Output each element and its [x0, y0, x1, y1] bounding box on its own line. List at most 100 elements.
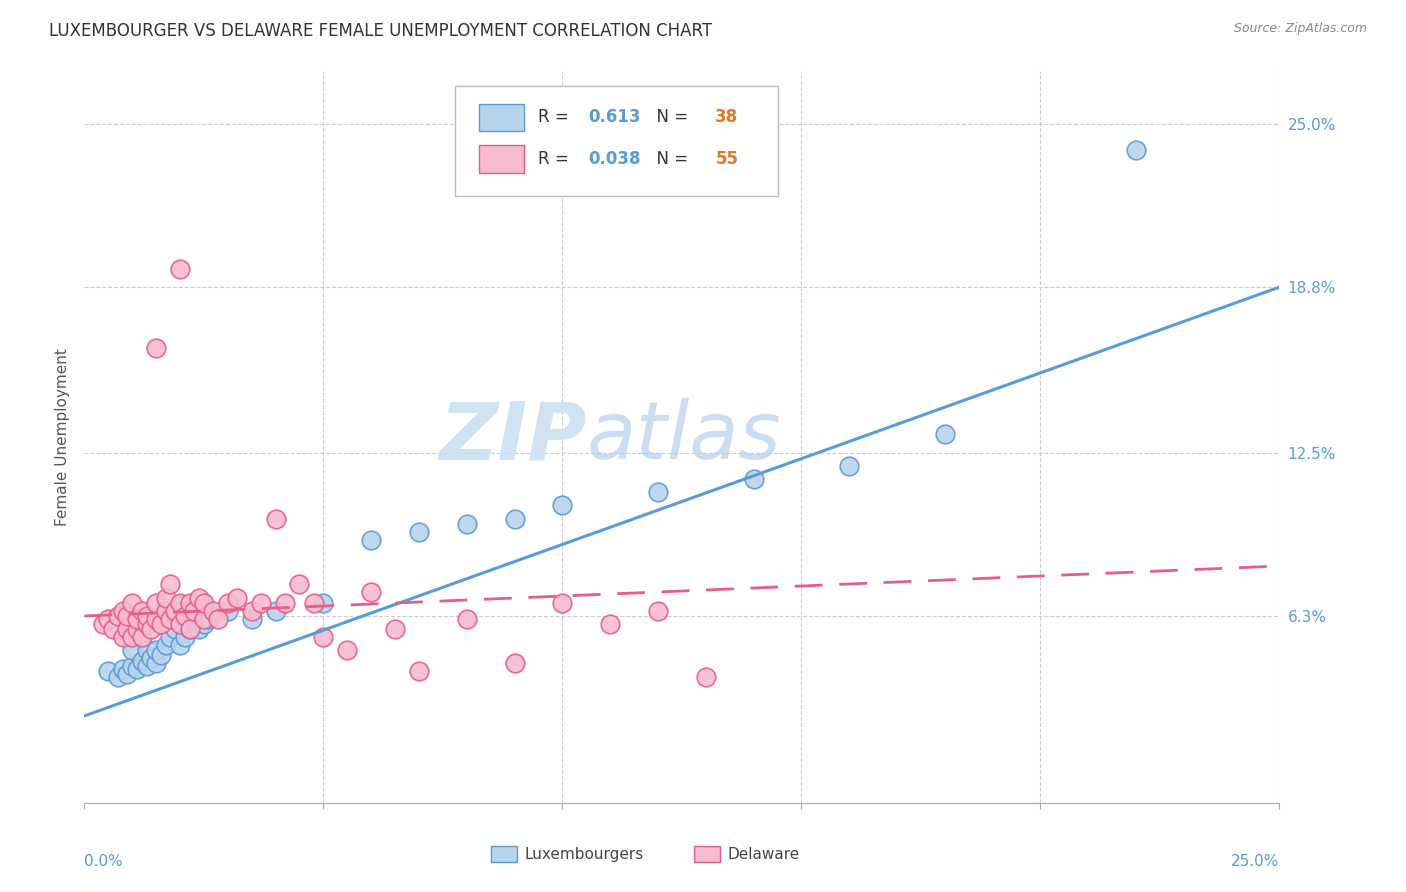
- Point: [193, 612, 215, 626]
- Point: [93, 616, 115, 631]
- Text: 55: 55: [716, 150, 738, 168]
- Point: [141, 651, 163, 665]
- Point: [183, 604, 205, 618]
- Point: [240, 604, 263, 618]
- Point: [302, 596, 325, 610]
- Point: [155, 591, 177, 605]
- Point: [131, 630, 153, 644]
- Point: [145, 643, 167, 657]
- Point: [551, 596, 574, 610]
- Point: [264, 511, 287, 525]
- Point: [145, 657, 167, 671]
- Point: [121, 630, 143, 644]
- Point: [117, 622, 139, 636]
- Text: N =: N =: [647, 150, 693, 168]
- Point: [135, 609, 157, 624]
- Text: atlas: atlas: [586, 398, 782, 476]
- Point: [503, 511, 526, 525]
- FancyBboxPatch shape: [491, 846, 517, 862]
- Point: [695, 669, 717, 683]
- Point: [145, 596, 167, 610]
- Point: [145, 341, 167, 355]
- Point: [838, 458, 860, 473]
- Point: [169, 638, 191, 652]
- Point: [456, 612, 478, 626]
- Point: [111, 662, 134, 676]
- Point: [145, 612, 167, 626]
- Point: [149, 648, 172, 663]
- Point: [159, 630, 181, 644]
- Point: [117, 666, 139, 681]
- Point: [169, 261, 191, 276]
- Point: [503, 657, 526, 671]
- Point: [183, 616, 205, 631]
- Point: [188, 591, 211, 605]
- Point: [121, 659, 143, 673]
- Point: [647, 485, 669, 500]
- Point: [179, 622, 201, 636]
- Y-axis label: Female Unemployment: Female Unemployment: [55, 348, 70, 526]
- Text: Source: ZipAtlas.com: Source: ZipAtlas.com: [1233, 22, 1367, 36]
- Point: [97, 665, 120, 679]
- FancyBboxPatch shape: [479, 103, 524, 131]
- Point: [312, 596, 335, 610]
- Text: N =: N =: [647, 109, 693, 127]
- Point: [121, 643, 143, 657]
- Point: [647, 604, 669, 618]
- Point: [384, 622, 406, 636]
- Point: [125, 612, 148, 626]
- Point: [551, 499, 574, 513]
- Point: [217, 596, 239, 610]
- Point: [599, 616, 621, 631]
- Text: R =: R =: [538, 109, 575, 127]
- Point: [117, 609, 139, 624]
- Point: [159, 577, 181, 591]
- Text: ZIP: ZIP: [439, 398, 586, 476]
- Point: [169, 616, 191, 631]
- Point: [165, 622, 187, 636]
- Text: 0.0%: 0.0%: [84, 854, 124, 869]
- Point: [125, 662, 148, 676]
- Text: 0.613: 0.613: [589, 109, 641, 127]
- Point: [107, 669, 129, 683]
- FancyBboxPatch shape: [479, 145, 524, 173]
- Point: [179, 622, 201, 636]
- Point: [202, 604, 225, 618]
- Text: 0.038: 0.038: [589, 150, 641, 168]
- Point: [312, 630, 335, 644]
- FancyBboxPatch shape: [695, 846, 720, 862]
- Point: [226, 591, 249, 605]
- Point: [141, 622, 163, 636]
- Text: R =: R =: [538, 150, 575, 168]
- Point: [288, 577, 311, 591]
- Point: [135, 643, 157, 657]
- Point: [240, 612, 263, 626]
- Point: [131, 604, 153, 618]
- FancyBboxPatch shape: [456, 86, 778, 195]
- Point: [149, 616, 172, 631]
- Point: [107, 609, 129, 624]
- Text: Luxembourgers: Luxembourgers: [524, 847, 644, 862]
- Point: [217, 604, 239, 618]
- Point: [250, 596, 273, 610]
- Point: [131, 654, 153, 668]
- Point: [179, 596, 201, 610]
- Point: [934, 427, 956, 442]
- Point: [264, 604, 287, 618]
- Point: [193, 616, 215, 631]
- Point: [742, 472, 765, 486]
- Point: [135, 659, 157, 673]
- Point: [408, 524, 430, 539]
- Text: Delaware: Delaware: [727, 847, 800, 862]
- Text: LUXEMBOURGER VS DELAWARE FEMALE UNEMPLOYMENT CORRELATION CHART: LUXEMBOURGER VS DELAWARE FEMALE UNEMPLOY…: [49, 22, 713, 40]
- Text: 25.0%: 25.0%: [1232, 854, 1279, 869]
- Point: [188, 622, 211, 636]
- Point: [193, 596, 215, 610]
- Text: 38: 38: [716, 109, 738, 127]
- Point: [274, 596, 297, 610]
- Point: [165, 604, 187, 618]
- Point: [111, 604, 134, 618]
- Point: [135, 616, 157, 631]
- Point: [97, 612, 120, 626]
- Point: [125, 622, 148, 636]
